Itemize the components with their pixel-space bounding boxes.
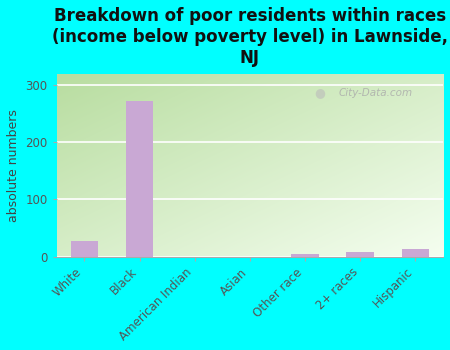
Text: City-Data.com: City-Data.com (339, 88, 413, 98)
Bar (346, 252, 374, 257)
Bar (291, 254, 319, 257)
Bar (402, 248, 429, 257)
Title: Breakdown of poor residents within races
(income below poverty level) in Lawnsid: Breakdown of poor residents within races… (52, 7, 448, 66)
Text: ●: ● (314, 86, 325, 99)
Bar (71, 240, 98, 257)
Bar (126, 101, 153, 257)
Y-axis label: absolute numbers: absolute numbers (7, 109, 20, 222)
